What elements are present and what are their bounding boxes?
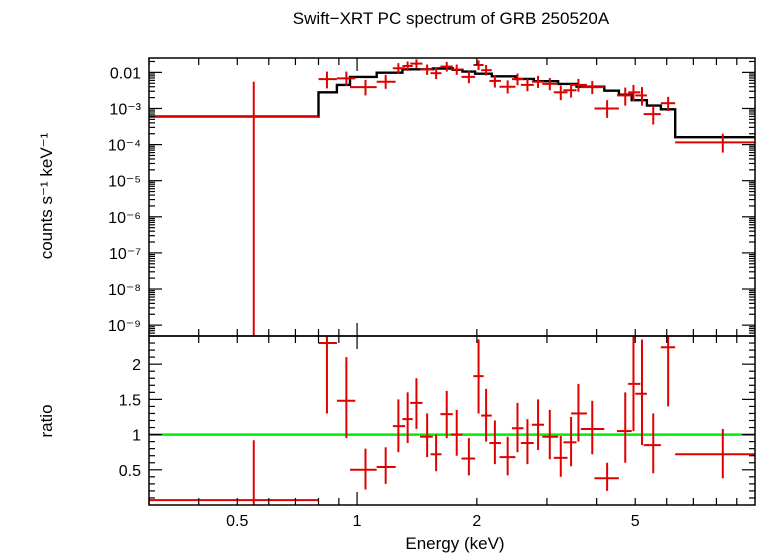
spectrum-data-point (563, 83, 577, 98)
y-tick-label: 2 (132, 357, 141, 374)
spectrum-data-point (531, 75, 545, 88)
ratio-data-point (489, 420, 502, 465)
spectrum-data-point (594, 100, 619, 118)
ratio-data-point (450, 409, 463, 456)
y-tick-label: 10⁻⁷ (109, 246, 141, 263)
spectrum-data-point (580, 80, 605, 95)
ratio-data-point (542, 409, 559, 460)
ratio-data-point (628, 336, 641, 432)
ratio-data-point (643, 413, 661, 474)
spectrum-data-point (392, 63, 406, 74)
spectrum-data-point (450, 64, 463, 75)
spectrum-data-point (461, 70, 476, 84)
y-tick-label: 0.5 (119, 463, 141, 480)
y-tick-label: 0.01 (110, 65, 141, 82)
spectrum-data-point (520, 78, 534, 92)
spectrum-data-point (481, 64, 492, 76)
ratio-data-point (481, 388, 492, 442)
y-tick-label: 10⁻⁵ (108, 174, 141, 191)
spectrum-data-point (617, 87, 632, 106)
ratio-data-point (675, 428, 755, 479)
spectrum-data-point (430, 67, 442, 80)
spectrum-data-point (660, 96, 676, 112)
spectrum-data-point (420, 64, 433, 75)
chart-title: Swift−XRT PC spectrum of GRB 250520A (293, 9, 610, 28)
x-tick-label: 1 (353, 513, 362, 530)
ratio-y-axis-label: ratio (37, 404, 56, 437)
x-tick-label: 2 (472, 513, 481, 530)
ratio-data-point (318, 336, 337, 414)
ratio-data-point (635, 339, 647, 446)
spectrum-panel: 0.01 10⁻³ 10⁻⁴ 10⁻⁵ 10⁻⁶ 10⁻⁷ 10⁻⁸ 10⁻⁹ (108, 57, 756, 337)
spectrum-data-point (318, 71, 337, 89)
ratio-data-point (149, 440, 319, 505)
ratio-data-point (580, 400, 605, 455)
ratio-data-point (594, 462, 619, 491)
spectrum-data-point (628, 84, 641, 102)
ratio-data-point (402, 392, 413, 444)
ratio-data-point (350, 448, 377, 490)
spectrum-data-point (473, 60, 484, 71)
spectrum-data-point (643, 105, 661, 125)
spectrum-data-point (336, 71, 356, 86)
ratio-data-point (430, 434, 442, 472)
ratio-data-point (617, 392, 632, 463)
spectrum-data-point (376, 74, 396, 89)
y-tick-label: 10⁻⁴ (108, 138, 141, 155)
ratio-data-point (392, 399, 406, 453)
spectrum-data-point (402, 61, 413, 71)
ratio-data-point (520, 419, 534, 465)
ratio-data-point (553, 435, 568, 477)
y-tick-label: 10⁻⁸ (108, 282, 141, 299)
ratio-data-point (511, 402, 524, 453)
x-tick-label: 5 (631, 513, 640, 530)
spectrum-data-point (675, 133, 755, 153)
spectrum-data-point (542, 77, 559, 91)
x-tick-label: 0.5 (226, 513, 248, 530)
x-axis-label: Energy (keV) (405, 534, 504, 553)
ratio-panel: 0.5 1 1.5 2 0.5 1 2 5 (119, 335, 756, 530)
ratio-data-point (376, 447, 396, 484)
spectrum-y-axis-label: counts s⁻¹ keV⁻¹ (37, 132, 56, 259)
spectrum-data-point (511, 73, 524, 86)
ratio-data-point (660, 336, 676, 407)
ratio-data-point (499, 436, 516, 476)
ratio-data-point (336, 357, 356, 439)
spectrum-data-point (440, 61, 453, 72)
spectrum-data-point (635, 87, 647, 106)
ratio-data-point (440, 390, 453, 439)
ratio-data-point (473, 339, 484, 414)
spectrum-data-point (571, 78, 587, 92)
spectrum-data-point (553, 85, 568, 101)
spectrum-data-point (499, 80, 516, 94)
ratio-data-point (410, 378, 423, 429)
ratio-data-point (571, 383, 587, 442)
ratio-data-point (563, 416, 577, 467)
ratio-data-point (420, 413, 433, 458)
ratio-data-point (531, 399, 545, 451)
y-tick-label: 1 (132, 428, 141, 445)
spectrum-data-point (350, 79, 377, 96)
spectrum-data-point (149, 81, 319, 336)
y-tick-label: 1.5 (119, 392, 141, 409)
ratio-data-point (461, 438, 476, 476)
y-tick-label: 10⁻³ (109, 101, 141, 118)
y-tick-label: 10⁻⁹ (108, 318, 141, 335)
spectrum-data-point (489, 74, 502, 88)
spectrum-data-point (410, 59, 423, 69)
y-tick-label: 10⁻⁶ (108, 210, 141, 227)
